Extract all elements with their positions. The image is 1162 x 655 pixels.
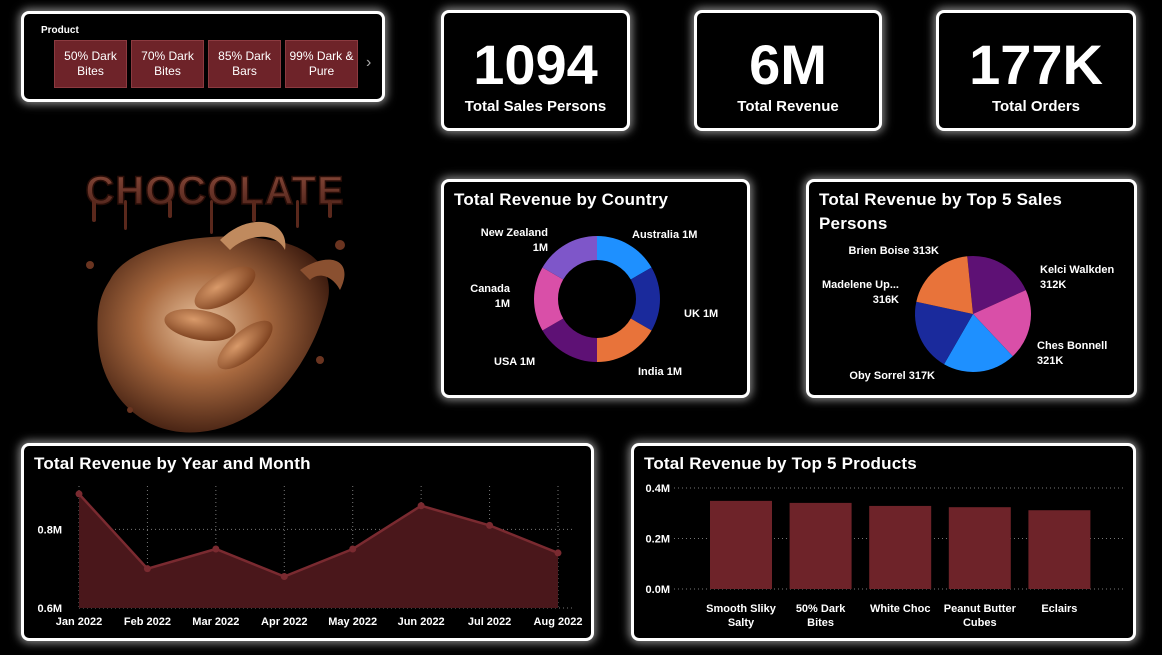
donut-data-label: USA 1M	[494, 356, 535, 368]
x-tick-label: Jun 2022	[398, 616, 445, 628]
donut-slice-uk	[630, 267, 660, 331]
bar	[869, 505, 932, 589]
kpi-total-orders: 177K Total Orders	[936, 10, 1136, 131]
pie-slice-oby-sorrel	[915, 301, 973, 365]
salespersons-pie-card: Total Revenue by Top 5 Sales Persons Kel…	[806, 179, 1137, 398]
country-donut-card: Total Revenue by Country Australia 1M UK …	[441, 179, 750, 398]
x-tick-label: 50% Dark Bites	[796, 603, 846, 629]
chart-title: Total Revenue by Country	[454, 190, 669, 209]
pie-data-label: Madelene Up... 316K	[822, 279, 899, 306]
donut-slice-new-zealand	[542, 236, 597, 280]
kpi-label: Total Sales Persons	[464, 98, 607, 115]
kpi-label: Total Orders	[991, 98, 1081, 115]
y-tick-label: 0.0M	[646, 584, 670, 596]
kpi-value: 177K	[969, 33, 1103, 96]
x-tick-label: Feb 2022	[124, 616, 171, 628]
data-point	[75, 490, 83, 498]
x-tick-label: Apr 2022	[261, 616, 307, 628]
donut-data-label: UK 1M	[684, 308, 718, 320]
data-point	[554, 549, 562, 557]
pie-data-label: Ches Bonnell 321K	[1037, 340, 1107, 367]
kpi-value: 6M	[749, 33, 827, 96]
hero-title: CHOCOLATE	[85, 169, 344, 213]
donut-slice-canada	[534, 267, 564, 331]
x-tick-label: Eclairs	[1041, 603, 1077, 615]
donut-slice-australia	[597, 236, 652, 280]
kpi-total-revenue: 6M Total Revenue	[694, 10, 882, 131]
salespersons-pie-chart: Kelci Walkden 312K Ches Bonnell 321K Oby Sor…	[822, 245, 1114, 382]
data-point	[486, 521, 494, 529]
products-bar-card: Total Revenue by Top 5 Products 0.4M 0.2M…	[631, 443, 1136, 641]
chart-title: Total Revenue by Year and Month	[34, 454, 311, 473]
slicer-option-85-dark-bars[interactable]: 85% Dark Bars	[208, 40, 281, 88]
slicer-label: Product	[41, 25, 79, 36]
x-tick-label: Mar 2022	[192, 616, 239, 628]
slicer-option-99-dark-pure[interactable]: 99% Dark & Pure	[285, 40, 358, 88]
y-tick-label: 0.4M	[646, 483, 670, 495]
area-line	[78, 493, 559, 578]
data-point	[212, 545, 220, 553]
x-tick-label: Jan 2022	[56, 616, 102, 628]
country-donut-chart: Australia 1M UK 1M India 1M USA 1M Canada 1M N…	[470, 227, 718, 378]
pie-slice-kelci-walkden	[973, 290, 1031, 357]
x-tick-label: Aug 2022	[534, 616, 583, 628]
donut-slice-usa	[542, 318, 597, 362]
chocolate-hero-image: CHOCOLATE	[85, 168, 345, 433]
pie-data-label: Oby Sorrel 317K	[849, 370, 935, 382]
area-fill	[79, 493, 558, 608]
monthly-area-card: Total Revenue by Year and Month 0.8M 0.6M…	[21, 443, 594, 641]
kpi-label: Total Revenue	[737, 98, 839, 115]
pie-slice-brien-boise	[967, 256, 1026, 314]
chart-title: Total Revenue by Top 5 Products	[644, 454, 917, 473]
slicer-option-70-dark-bites[interactable]: 70% Dark Bites	[131, 40, 204, 88]
x-tick-label: May 2022	[328, 616, 377, 628]
pie-slice-ches-bonnell	[944, 314, 1013, 372]
x-tick-label: Jul 2022	[468, 616, 511, 628]
y-tick-label: 0.2M	[646, 534, 670, 546]
donut-data-label: New Zealand 1M	[481, 227, 548, 254]
donut-data-label: India 1M	[638, 366, 682, 378]
chart-title: Total Revenue by Top 5 Sales Persons	[819, 190, 1063, 233]
donut-data-label: Canada 1M	[470, 283, 511, 310]
bar	[789, 502, 852, 589]
chocolate-drips	[92, 200, 332, 234]
x-tick-label: Peanut Butter Cubes	[944, 603, 1017, 629]
data-point	[143, 565, 151, 573]
pie-slice-madelene-up-	[916, 256, 973, 314]
almond-icon	[164, 266, 273, 370]
kpi-total-sales-persons: 1094 Total Sales Persons	[441, 10, 630, 131]
x-tick-label: White Choc	[870, 603, 931, 615]
donut-data-label: Australia 1M	[632, 229, 697, 241]
pie-data-label: Brien Boise 313K	[849, 245, 940, 257]
kpi-value: 1094	[473, 33, 598, 96]
y-tick-label: 0.8M	[38, 524, 62, 536]
x-tick-label: Smooth Sliky Salty	[706, 603, 777, 629]
data-point	[280, 573, 288, 581]
bar	[1028, 510, 1091, 589]
bar	[710, 500, 772, 589]
y-tick-label: 0.6M	[38, 603, 62, 615]
bar	[948, 507, 1011, 589]
product-slicer: Product 50% Dark Bites 70% Dark Bites 85…	[21, 11, 385, 102]
chevron-right-icon[interactable]: ›	[366, 54, 372, 71]
data-point	[349, 545, 357, 553]
slicer-option-50-dark-bites[interactable]: 50% Dark Bites	[54, 40, 127, 88]
donut-slice-india	[597, 318, 652, 362]
data-point	[417, 502, 425, 510]
products-bar-chart: 0.4M 0.2M 0.0M Smooth Sliky Salty 50% Dark Bit…	[646, 483, 1124, 629]
pie-data-label: Kelci Walkden 312K	[1040, 264, 1114, 291]
